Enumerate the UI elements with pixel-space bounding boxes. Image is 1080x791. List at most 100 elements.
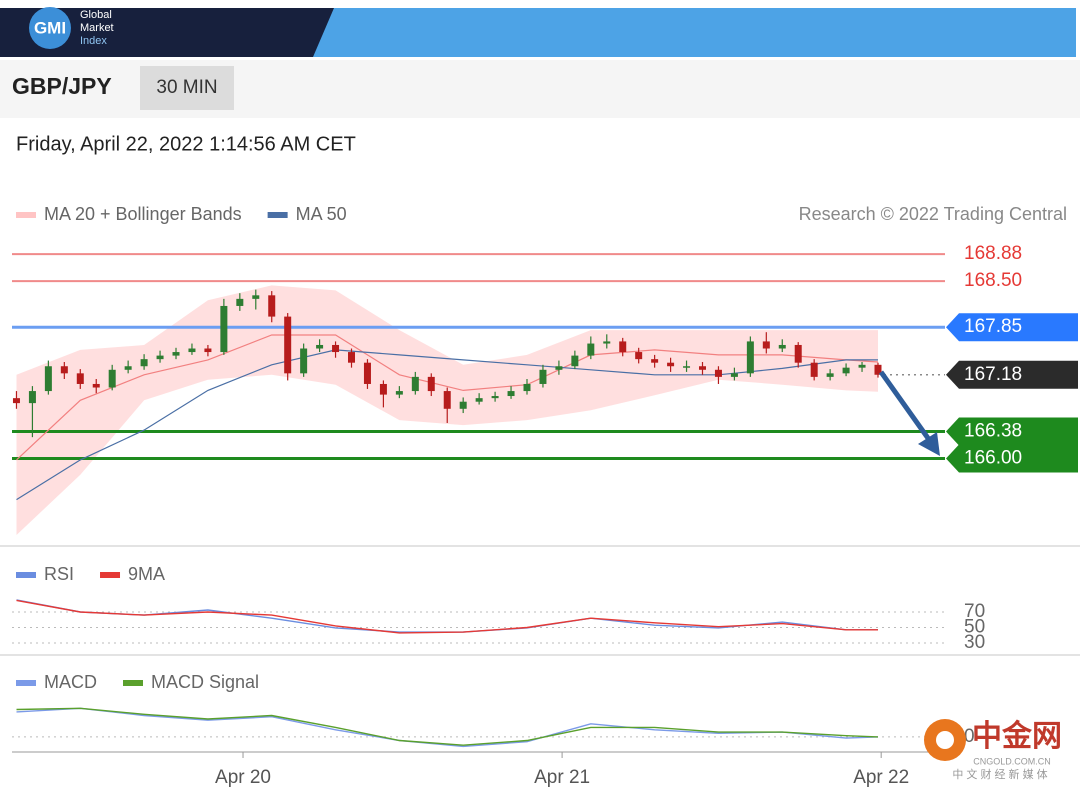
candle-body <box>603 341 611 344</box>
header-brand-area <box>0 8 334 57</box>
candle-body <box>443 391 451 409</box>
y-tick-label: 50 <box>964 616 985 637</box>
legend-label: MA 50 <box>296 204 347 224</box>
candle-body <box>555 366 563 370</box>
level-label: 167.85 <box>964 316 1022 337</box>
legend-label: 9MA <box>128 564 165 584</box>
candle-body <box>810 362 818 377</box>
series-line <box>16 599 878 634</box>
candle-body <box>204 348 212 353</box>
candle-body <box>140 359 148 367</box>
candle-body <box>220 305 228 353</box>
y-tick-label: 70 <box>964 601 985 622</box>
candle-body <box>683 366 691 368</box>
level-tag <box>946 444 1078 473</box>
candle-body <box>667 362 675 367</box>
y-tick-label: 0 <box>964 726 975 747</box>
watermark-name: 中金网 <box>972 719 1062 753</box>
logo-text: GMI <box>34 18 66 37</box>
logo-circle <box>29 7 71 49</box>
brand-line: Global <box>80 9 112 21</box>
timestamp: Friday, April 22, 2022 1:14:56 AM CET <box>16 133 356 155</box>
candle-body <box>188 348 196 353</box>
timeframe-box[interactable] <box>140 66 234 110</box>
legend-label: RSI <box>44 564 74 584</box>
x-tick-label: Apr 22 <box>853 767 909 788</box>
level-label: 168.88 <box>964 243 1022 264</box>
series-line <box>16 349 878 501</box>
candle-body <box>874 364 882 375</box>
candle-body <box>411 376 419 392</box>
candle-body <box>12 398 20 404</box>
x-tick-label: Apr 20 <box>215 767 271 788</box>
candle-body <box>475 398 483 402</box>
candle-body <box>108 369 116 388</box>
x-tick-label: Apr 21 <box>534 767 590 788</box>
level-tag <box>946 360 1078 389</box>
watermark-logo-inner <box>936 731 954 749</box>
candle-body <box>76 373 84 384</box>
legend-swatch <box>16 680 36 686</box>
symbol: GBP/JPY <box>12 73 112 99</box>
candle-body <box>842 367 850 374</box>
candle-body <box>539 369 547 384</box>
level-label: 166.00 <box>964 447 1022 468</box>
candle-body <box>284 316 292 374</box>
candle-body <box>746 341 754 374</box>
candle-body <box>794 344 802 363</box>
candle-body <box>523 383 531 392</box>
candle-body <box>571 355 579 367</box>
legend-label: MACD Signal <box>151 672 259 692</box>
level-label: 166.38 <box>964 421 1022 442</box>
credit: Research © 2022 Trading Central <box>799 204 1067 224</box>
legend-label: MA 20 + Bollinger Bands <box>44 204 242 224</box>
candle-body <box>379 383 387 395</box>
legend-label: MACD <box>44 672 97 692</box>
candle-body <box>826 373 834 377</box>
candle-body <box>60 366 68 374</box>
candle-body <box>778 344 786 349</box>
level-tag <box>946 313 1078 342</box>
legend-swatch <box>100 572 121 578</box>
macd-panel: MACD MACD Signal 0 Apr 20 Apr 21 Apr 22 <box>12 672 975 788</box>
candle-body <box>395 391 403 395</box>
forecast-arrow <box>878 370 933 443</box>
candle-body <box>300 348 308 374</box>
candle-body <box>587 343 595 356</box>
candle-body <box>268 295 276 317</box>
y-tick-label: 30 <box>964 632 985 653</box>
candle-body <box>619 341 627 353</box>
candle-body <box>635 352 643 360</box>
candle-body <box>332 344 340 353</box>
candle-body <box>92 383 100 388</box>
level-label: 167.18 <box>964 364 1022 385</box>
candle-body <box>316 344 324 349</box>
brand-line: Index <box>80 35 107 47</box>
legend-swatch <box>267 212 288 218</box>
candle-body <box>44 366 52 392</box>
candle-body <box>730 373 738 377</box>
price-panel: MA 20 + Bollinger Bands MA 50 Research © 2… <box>12 204 1078 535</box>
candle-body <box>252 295 260 299</box>
series-line <box>16 707 879 746</box>
watermark-site: CNGOLD.COM.CN <box>973 756 1051 766</box>
candle-body <box>124 366 132 370</box>
candle-body <box>459 401 467 409</box>
timeframe[interactable]: 30 MIN <box>156 77 217 98</box>
candle-body <box>714 369 722 377</box>
watermark-slogan: 中 文 财 经 新 媒 体 <box>952 767 1047 781</box>
candle-body <box>427 376 435 392</box>
candle-body <box>156 355 164 360</box>
candle-body <box>698 366 706 370</box>
level-tag <box>946 417 1078 446</box>
candle-body <box>172 352 180 356</box>
legend-swatch <box>16 572 36 578</box>
candle-body <box>651 359 659 363</box>
candle-body <box>507 391 515 397</box>
candle-body <box>348 352 356 363</box>
candle-body <box>236 298 244 306</box>
candle-body <box>28 391 36 404</box>
forecast-arrowhead <box>918 432 940 456</box>
